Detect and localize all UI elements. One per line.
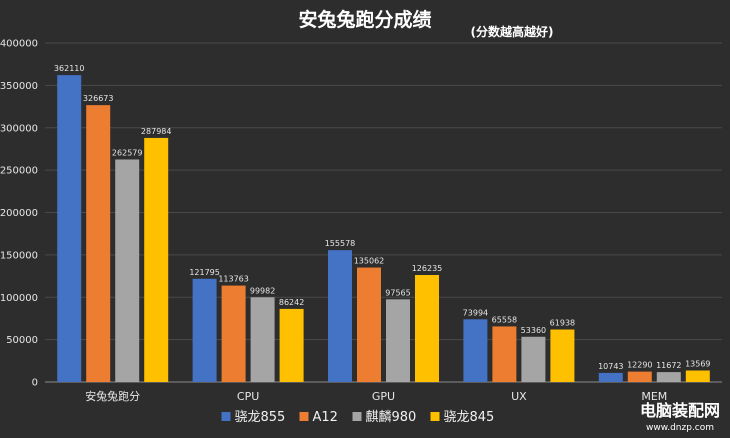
data-label: 53360 [521,326,546,335]
legend-label: 麒麟980 [366,409,417,425]
data-label: 287984 [141,127,172,136]
bar [192,278,217,382]
bar [144,137,169,382]
y-tick-label: 0 [32,378,38,389]
bar [627,371,652,382]
legend-item: 骁龙855 [221,410,286,425]
x-tick-label: CPU [237,390,259,403]
watermark-name: 电脑装配网 [640,401,720,420]
data-label: 99982 [250,286,275,295]
x-tick-label: MEM [641,390,667,403]
bar [221,285,246,382]
legend-swatch [430,412,440,421]
legend-item: 骁龙845 [430,410,495,425]
data-label: 86242 [279,298,304,307]
bar [86,105,111,383]
y-tick-label: 350000 [0,81,38,92]
data-label: 11672 [656,361,681,370]
x-tick-label: 安兔兔跑分 [85,389,140,403]
bar [492,326,517,382]
x-tick-label: UX [511,390,527,403]
legend-label: 骁龙855 [235,410,286,425]
data-label: 135062 [354,257,385,266]
data-label: 65558 [492,315,517,324]
x-axis-ticks: 安兔兔跑分 CPU GPU UX MEM [85,389,667,403]
legend-label: 骁龙845 [444,410,495,425]
y-tick-label: 100000 [0,293,38,304]
bar [415,275,439,382]
bar [656,372,681,382]
bar [250,297,275,382]
bar [328,250,352,382]
y-tick-label: 400000 [0,39,38,50]
bars [57,75,710,383]
y-tick-label: 250000 [0,166,38,177]
legend-swatch [221,412,231,421]
watermark-url: www.dnzp.com [646,423,714,433]
data-label: 113763 [218,275,249,284]
data-label: 262579 [112,148,143,157]
data-label: 326673 [83,94,114,103]
data-label: 121795 [189,268,220,277]
data-labels: 362110 326673 262579 287984 1217951137639998… [54,64,711,371]
legend-item: A12 [299,410,338,425]
data-label: 97565 [385,288,410,297]
data-label: 362110 [54,64,85,73]
legend-swatch [299,412,309,421]
legend-item: 麒麟980 [352,409,417,425]
data-label: 12290 [627,361,652,370]
bar [598,372,623,382]
data-label: 73994 [463,308,488,317]
bar [550,329,575,382]
x-tick-label: GPU [372,390,395,403]
bar [685,370,710,382]
legend-swatch [352,412,362,421]
data-label: 155578 [325,239,356,248]
data-label: 13569 [685,360,710,369]
data-label: 61938 [550,319,575,328]
bar [521,336,546,382]
bar [279,308,304,382]
data-label: 126235 [412,264,443,273]
bar [463,319,488,382]
bar [386,299,410,382]
y-tick-label: 200000 [0,208,38,219]
y-axis-ticks: 0 50000 100000 150000 200000 250000 300000 3500… [0,39,38,389]
data-label: 10743 [598,362,623,371]
y-tick-label: 50000 [6,335,38,346]
bar [57,75,82,382]
y-tick-label: 150000 [0,250,38,261]
legend-label: A12 [313,410,338,425]
bar [357,267,381,382]
bar [115,159,140,382]
chart-subtitle: (分数越高越好) [471,24,554,39]
y-tick-label: 300000 [0,123,38,134]
legend: 骁龙855 A12 麒麟980 骁龙845 [221,409,495,425]
chart-title: 安兔兔跑分成绩 [298,8,431,31]
